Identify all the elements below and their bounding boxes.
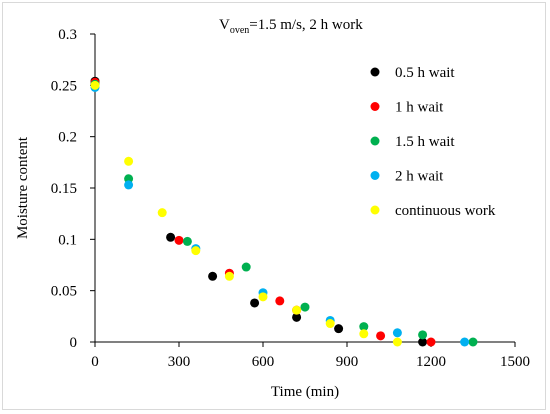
data-point bbox=[359, 329, 369, 339]
legend-marker bbox=[370, 205, 380, 215]
data-point bbox=[191, 246, 201, 256]
y-tick-label: 0.2 bbox=[58, 130, 77, 146]
legend-label: continuous work bbox=[395, 203, 496, 219]
data-point bbox=[325, 319, 335, 329]
data-point bbox=[460, 337, 470, 347]
legend-marker bbox=[370, 67, 380, 77]
data-point bbox=[418, 337, 428, 347]
y-tick-label: 0.25 bbox=[51, 78, 77, 94]
x-tick-label: 300 bbox=[168, 354, 191, 370]
data-point bbox=[392, 337, 402, 347]
data-point bbox=[224, 271, 234, 281]
x-axis-ticks: 0 300 600 900 1200 1500 bbox=[91, 342, 530, 370]
chart-title-rest: =1.5 m/s, 2 h work bbox=[249, 17, 363, 33]
data-points bbox=[90, 76, 478, 347]
y-axis-label: Moisture content bbox=[15, 136, 31, 239]
legend: 0.5 h wait 1 h wait 1.5 h wait 2 h wait cont… bbox=[370, 65, 496, 219]
y-tick-label: 0.1 bbox=[58, 232, 77, 248]
legend-label: 1.5 h wait bbox=[395, 134, 455, 150]
chart-title: Voven=1.5 m/s, 2 h work bbox=[219, 17, 363, 36]
data-point bbox=[258, 292, 268, 302]
y-tick-label: 0.05 bbox=[51, 284, 77, 300]
data-point bbox=[124, 156, 134, 166]
y-tick-label: 0.15 bbox=[51, 181, 77, 197]
data-point bbox=[392, 328, 402, 338]
data-point bbox=[124, 180, 134, 190]
data-point bbox=[468, 337, 478, 347]
series-2 bbox=[90, 77, 436, 347]
x-axis-label: Time (min) bbox=[271, 384, 339, 400]
data-point bbox=[124, 174, 134, 184]
data-point bbox=[90, 80, 100, 90]
data-point bbox=[250, 298, 260, 308]
legend-marker bbox=[370, 171, 380, 180]
data-point bbox=[182, 236, 192, 246]
legend-marker bbox=[370, 102, 380, 111]
legend-label: 1 h wait bbox=[395, 100, 444, 116]
data-point bbox=[292, 312, 302, 322]
x-tick-label: 600 bbox=[252, 354, 275, 370]
legend-label: 0.5 h wait bbox=[395, 65, 455, 81]
x-tick-label: 0 bbox=[91, 354, 99, 370]
y-tick-label: 0.3 bbox=[58, 27, 77, 43]
chart-title-main: V bbox=[219, 17, 230, 33]
data-point bbox=[418, 330, 428, 340]
data-point bbox=[166, 232, 176, 242]
data-point bbox=[241, 262, 251, 272]
y-axis-ticks: 0 0.05 0.1 0.15 0.2 0.25 0.3 bbox=[51, 27, 95, 351]
data-point bbox=[334, 324, 344, 334]
legend-label: 2 h wait bbox=[395, 169, 444, 185]
data-point bbox=[292, 305, 302, 315]
series-5 bbox=[90, 80, 402, 347]
data-point bbox=[275, 296, 285, 306]
data-point bbox=[174, 235, 184, 245]
data-point bbox=[157, 208, 167, 218]
legend-marker bbox=[370, 136, 380, 146]
data-point bbox=[426, 337, 436, 347]
x-tick-label: 900 bbox=[336, 354, 359, 370]
y-tick-label: 0 bbox=[70, 335, 78, 351]
chart-title-subscript: oven bbox=[230, 25, 249, 36]
data-point bbox=[359, 322, 369, 332]
x-tick-label: 1500 bbox=[500, 354, 530, 370]
data-point bbox=[300, 302, 310, 312]
data-point bbox=[208, 271, 218, 281]
data-point bbox=[376, 331, 386, 341]
x-tick-label: 1200 bbox=[416, 354, 446, 370]
